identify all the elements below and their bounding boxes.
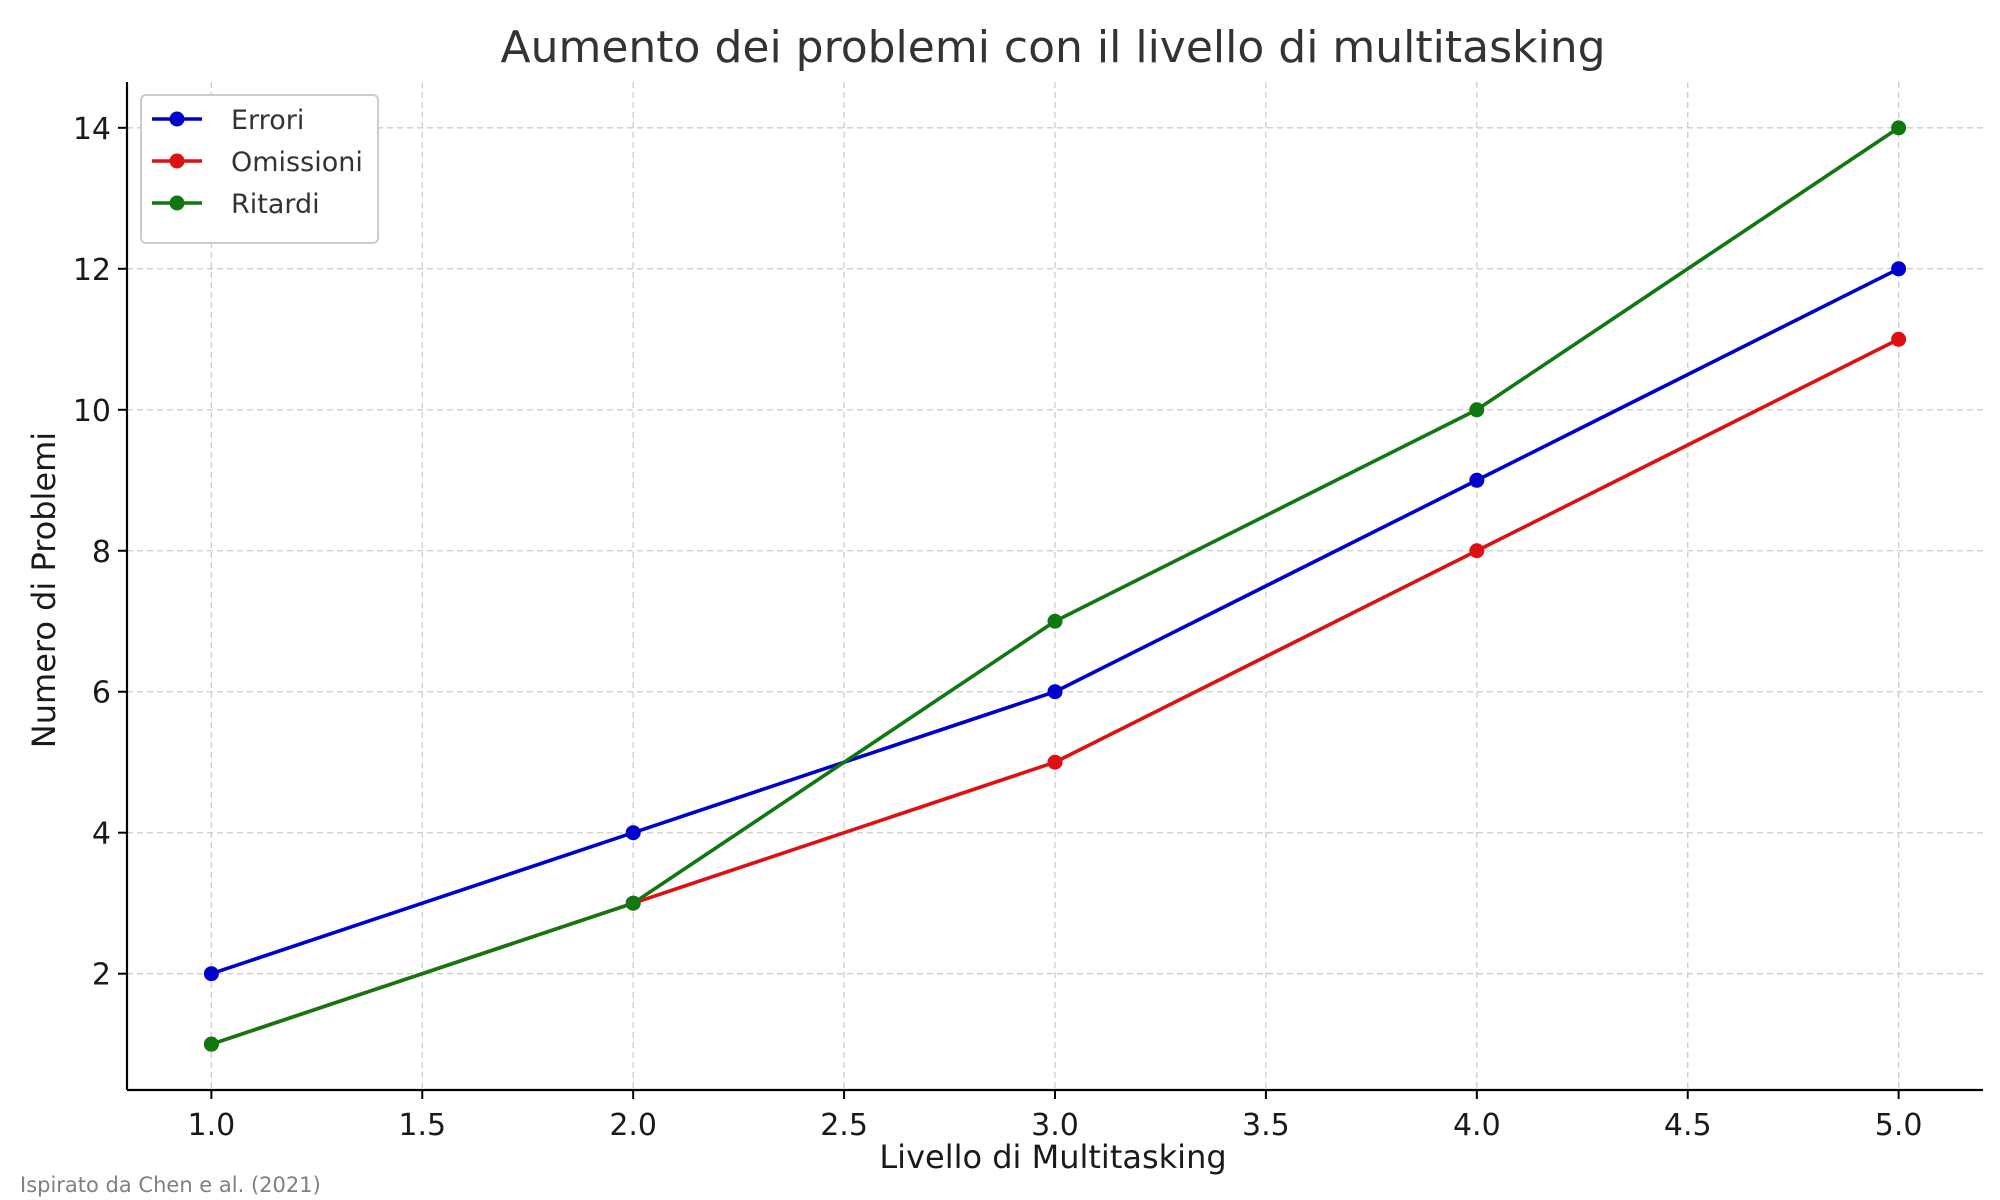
y-tick-label: 14 <box>73 112 111 147</box>
grid <box>127 82 1983 1090</box>
data-point-errori <box>203 966 219 982</box>
x-tick-label: 2.5 <box>820 1108 868 1143</box>
data-point-ritardi <box>1469 402 1485 418</box>
legend-box <box>140 94 379 244</box>
legend-item-errori: Errori <box>152 105 304 136</box>
series-ritardi <box>203 120 1907 1052</box>
y-axis-title: Numero di Problemi <box>25 432 63 748</box>
y-tick-label: 8 <box>92 535 111 570</box>
x-tick-label: 1.0 <box>188 1108 236 1143</box>
series-errori <box>203 261 1907 982</box>
data-point-omissioni <box>1047 754 1063 770</box>
chart-title: Aumento dei problemi con il livello di m… <box>500 22 1605 73</box>
data-point-omissioni <box>1469 543 1485 559</box>
data-point-errori <box>1891 261 1907 277</box>
legend-swatch-marker <box>169 195 185 211</box>
data-point-ritardi <box>625 895 641 911</box>
legend-swatch-marker <box>169 111 185 127</box>
x-tick-label: 3.5 <box>1242 1108 1290 1143</box>
data-point-ritardi <box>1891 120 1907 136</box>
legend-label: Ritardi <box>231 189 320 220</box>
x-tick-label: 4.0 <box>1453 1108 1501 1143</box>
y-tick-label: 6 <box>92 676 111 711</box>
data-point-omissioni <box>1891 331 1907 347</box>
series <box>203 120 1907 1052</box>
data-point-errori <box>625 825 641 841</box>
data-point-ritardi <box>203 1036 219 1052</box>
y-tick-label: 10 <box>73 394 111 429</box>
x-tick-label: 1.5 <box>398 1108 446 1143</box>
x-tick-label: 3.0 <box>1031 1108 1079 1143</box>
legend-item-ritardi: Ritardi <box>152 189 320 220</box>
x-tick-label: 4.5 <box>1664 1108 1712 1143</box>
legend-item-omissioni: Omissioni <box>152 147 363 178</box>
y-tick-label: 4 <box>92 817 111 852</box>
y-tick-label: 12 <box>73 253 111 288</box>
x-tick-label: 5.0 <box>1875 1108 1923 1143</box>
legend-label: Omissioni <box>231 147 363 178</box>
data-point-errori <box>1047 684 1063 700</box>
legend-swatch-marker <box>169 153 185 169</box>
y-tick-label: 2 <box>92 958 111 993</box>
data-point-ritardi <box>1047 613 1063 629</box>
x-tick-label: 2.0 <box>609 1108 657 1143</box>
legend: Errori Omissioni Ritardi <box>140 94 379 244</box>
legend-label: Errori <box>231 105 304 136</box>
tick-labels: 1.0 1.5 2.0 2.5 3.0 3.5 4.0 4.5 5.0 2 4 6 8 10 12 14 <box>73 112 1923 1143</box>
x-axis-title: Livello di Multitasking <box>879 1138 1226 1176</box>
data-point-errori <box>1469 472 1485 488</box>
source-note: Ispirato da Chen e al. (2021) <box>20 1173 321 1197</box>
